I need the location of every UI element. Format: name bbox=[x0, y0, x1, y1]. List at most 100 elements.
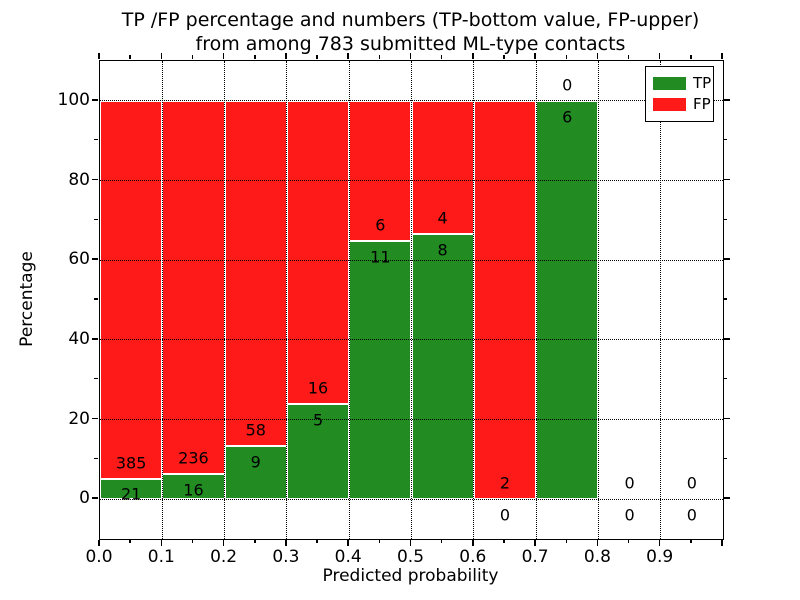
tick-mark bbox=[222, 52, 225, 59]
fp-count-label: 0 bbox=[686, 473, 697, 493]
tick-mark bbox=[503, 55, 505, 59]
plot-area: 385 21 236 16 58 9 16 5 6 11 4 8 2 0 0 6 0 0 0 0 bbox=[99, 60, 724, 540]
tick-mark bbox=[222, 539, 225, 546]
tp-count-label: 0 bbox=[686, 505, 697, 525]
fp-count-label: 58 bbox=[245, 420, 266, 440]
bar-fp bbox=[411, 100, 474, 234]
tick-mark bbox=[627, 539, 630, 543]
bar-fp bbox=[100, 100, 163, 479]
gridline-horizontal bbox=[100, 339, 723, 341]
x-tick-label: 0.9 bbox=[646, 547, 674, 567]
fp-count-label: 4 bbox=[437, 208, 448, 228]
x-tick-label: 0.2 bbox=[210, 547, 238, 567]
tp-count-label: 0 bbox=[624, 505, 635, 525]
tp-count-label: 8 bbox=[437, 240, 448, 260]
tick-mark bbox=[160, 539, 163, 546]
gridline-vertical bbox=[597, 61, 599, 539]
bar-fp bbox=[286, 100, 350, 405]
tick-mark bbox=[723, 258, 730, 260]
tick-mark bbox=[409, 52, 412, 59]
x-tick-label: 0.5 bbox=[396, 547, 425, 567]
bar-fp bbox=[473, 100, 537, 500]
tick-mark bbox=[721, 52, 723, 59]
tick-mark bbox=[658, 539, 661, 546]
tick-mark bbox=[98, 52, 100, 59]
tick-mark bbox=[723, 178, 730, 181]
y-tick-label: 40 bbox=[68, 328, 90, 349]
tick-mark bbox=[690, 55, 692, 59]
gridline-horizontal bbox=[100, 100, 723, 102]
tp-count-label: 11 bbox=[370, 247, 391, 267]
tp-color-swatch bbox=[653, 77, 686, 90]
tp-count-label: 6 bbox=[562, 107, 573, 127]
tick-mark bbox=[285, 539, 287, 546]
gridline-vertical bbox=[411, 61, 412, 539]
y-tick-label: 0 bbox=[79, 488, 90, 509]
tick-mark bbox=[98, 539, 100, 546]
gridline-vertical bbox=[473, 61, 475, 539]
y-axis-label: Percentage bbox=[17, 251, 37, 347]
legend-item-tp: TP bbox=[653, 73, 711, 94]
tick-mark bbox=[409, 539, 412, 546]
tick-mark bbox=[378, 539, 381, 543]
tick-mark bbox=[534, 52, 536, 59]
x-tick-label: 0.3 bbox=[272, 547, 300, 567]
x-axis-label: Predicted probability bbox=[322, 566, 499, 586]
tick-mark bbox=[440, 539, 443, 543]
gridline-horizontal bbox=[100, 419, 723, 420]
tick-mark bbox=[254, 55, 256, 59]
tick-mark bbox=[721, 539, 723, 546]
tick-mark bbox=[316, 55, 318, 59]
chart-title-line-1: TP /FP percentage and numbers (TP-bottom… bbox=[121, 9, 700, 31]
tick-mark bbox=[440, 55, 443, 59]
tick-mark bbox=[91, 178, 98, 181]
tp-count-label: 0 bbox=[499, 505, 511, 525]
gridline-horizontal bbox=[100, 180, 723, 181]
bar-tp bbox=[536, 100, 599, 500]
legend: TP FP bbox=[645, 66, 714, 122]
bar-tp bbox=[349, 241, 412, 500]
tick-mark bbox=[129, 539, 131, 543]
gridline-vertical bbox=[660, 61, 662, 539]
tp-count-label: 9 bbox=[250, 452, 261, 472]
tick-mark bbox=[658, 52, 661, 59]
tick-mark bbox=[723, 497, 730, 499]
tick-mark bbox=[596, 539, 599, 546]
tp-count-label: 16 bbox=[183, 480, 204, 500]
tick-mark bbox=[94, 218, 98, 221]
legend-label-fp: FP bbox=[693, 95, 711, 113]
y-tick-label: 60 bbox=[68, 249, 90, 270]
gridline-vertical bbox=[535, 61, 537, 539]
tick-mark bbox=[596, 52, 599, 59]
legend-item-fp: FP bbox=[653, 94, 711, 115]
tick-mark bbox=[565, 539, 567, 543]
tick-mark bbox=[627, 55, 630, 59]
bar-fp bbox=[162, 100, 225, 474]
x-tick-label: 0.8 bbox=[583, 547, 611, 567]
chart-title-line-2: from among 783 submitted ML-type contact… bbox=[195, 33, 626, 55]
bar-tp bbox=[286, 404, 350, 500]
fp-count-label: 0 bbox=[624, 473, 635, 493]
fp-color-swatch bbox=[653, 98, 686, 111]
tick-mark bbox=[472, 539, 474, 546]
tick-mark bbox=[91, 99, 98, 101]
x-tick-label: 0.0 bbox=[85, 547, 113, 567]
tick-mark bbox=[91, 258, 98, 260]
bar-tp bbox=[162, 473, 225, 500]
x-tick-label: 0.7 bbox=[521, 547, 549, 567]
tick-mark bbox=[378, 55, 381, 59]
tick-mark bbox=[91, 497, 98, 499]
gridline-vertical bbox=[161, 61, 163, 539]
tick-mark bbox=[94, 138, 98, 141]
x-tick-label: 0.1 bbox=[147, 547, 175, 567]
tick-mark bbox=[723, 218, 727, 221]
tick-mark bbox=[91, 417, 98, 420]
bar-fp bbox=[349, 100, 412, 242]
tick-mark bbox=[347, 52, 349, 59]
legend-label-tp: TP bbox=[693, 74, 712, 92]
tick-mark bbox=[472, 52, 474, 59]
tick-mark bbox=[534, 539, 536, 546]
tick-mark bbox=[285, 52, 287, 59]
x-tick-label: 0.4 bbox=[334, 547, 362, 567]
